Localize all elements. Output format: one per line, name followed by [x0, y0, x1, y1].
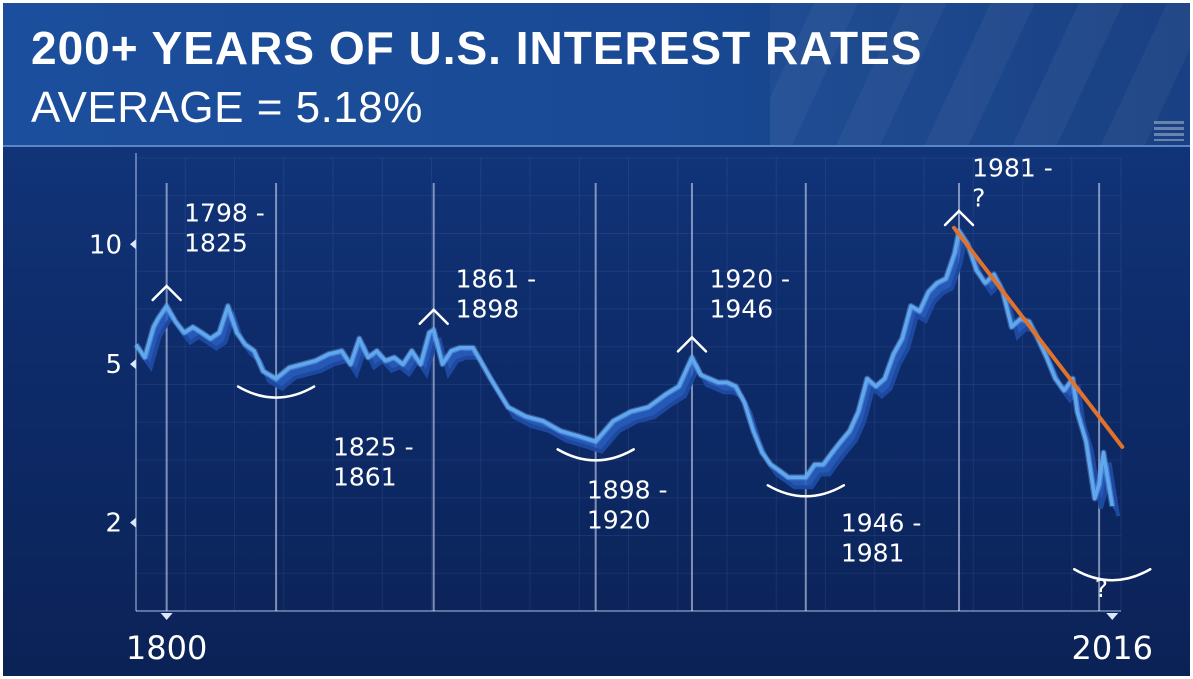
series-main-line: [134, 229, 1114, 507]
period-label-line: 1861: [333, 462, 397, 491]
trough-marker: [766, 484, 846, 498]
chart-frame: 200+ YEARS OF U.S. INTEREST RATES AVERAG…: [3, 3, 1190, 676]
period-label-line: 1920 -: [709, 264, 790, 293]
peak-marker: [151, 284, 182, 302]
chart-subtitle: AVERAGE = 5.18%: [31, 83, 423, 132]
peak-marker: [676, 335, 708, 353]
period-label-line: 1798 -: [184, 199, 265, 228]
interest-rate-chart: 10 5 2 1800 2016 1798 -1825 1825 -1861 1861 -…: [89, 153, 1153, 667]
series-line: [133, 228, 1116, 507]
period-label-line: 1981 -: [972, 153, 1053, 182]
period-label: 1981 -?: [972, 153, 1053, 212]
period-label-line: ?: [1095, 574, 1108, 603]
peak-marker: [418, 308, 449, 326]
signal-bars-icon: [1154, 121, 1184, 141]
period-label: 1798 -1825: [184, 199, 265, 258]
trend-line: [952, 225, 1125, 449]
period-label-line: 1825 -: [333, 432, 414, 461]
period-label: 1825 -1861: [333, 432, 414, 491]
trend-line-segment: [952, 225, 1125, 449]
period-label: 1898 -1920: [587, 475, 668, 534]
header-decoration: [770, 3, 1190, 145]
period-label: 1920 -1946: [709, 264, 790, 323]
peak-trough-markers: [151, 209, 1152, 582]
x-tick-label: 2016: [1072, 629, 1153, 667]
chart-header: 200+ YEARS OF U.S. INTEREST RATES AVERAG…: [3, 3, 1190, 147]
period-label-line: 1946 -: [841, 509, 922, 538]
y-tick-arrow: [130, 239, 136, 250]
period-label: 1946 -1981: [841, 509, 922, 568]
period-label-line: ?: [972, 183, 985, 212]
x-tick-arrow: [160, 613, 173, 620]
period-label-line: 1825: [184, 229, 248, 258]
y-tick-label: 5: [105, 350, 122, 380]
y-tick-arrow: [130, 517, 136, 528]
x-tick-arrow: [1106, 613, 1119, 620]
period-label-line: 1946: [709, 294, 773, 323]
x-tick-label: 1800: [126, 629, 207, 667]
x-axis-labels: 1800 2016: [126, 613, 1153, 667]
trough-marker: [556, 448, 635, 462]
period-label-line: 1898 -: [587, 475, 668, 504]
period-label-line: 1920: [587, 505, 651, 534]
y-tick-label: 2: [105, 509, 122, 539]
period-label-line: 1981: [841, 539, 905, 568]
y-tick-label: 10: [89, 230, 122, 260]
period-label-line: 1898: [456, 294, 520, 323]
period-label: ?: [1095, 574, 1108, 603]
y-tick-arrow: [130, 359, 136, 370]
series-glow: [133, 228, 1116, 507]
trough-marker: [1072, 567, 1152, 582]
y-axis-labels: 10 5 2: [89, 230, 136, 539]
peak-marker: [943, 209, 975, 227]
period-label-line: 1861 -: [456, 264, 537, 293]
trough-marker: [236, 385, 316, 399]
period-label: 1861 -1898: [456, 264, 537, 323]
chart-title: 200+ YEARS OF U.S. INTEREST RATES: [31, 22, 923, 74]
